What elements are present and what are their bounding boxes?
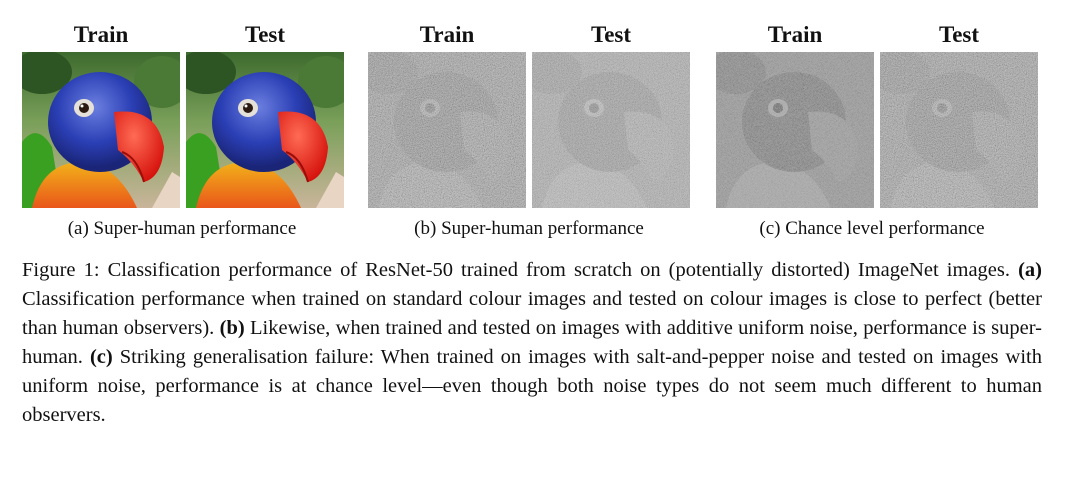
caption-text-c: Striking generalisation failure: When tr… [22, 346, 1043, 426]
subcaption-a: (a) Super-human performance [67, 218, 297, 239]
train-heading-b: Train [419, 22, 475, 47]
train-heading-c: Train [767, 22, 823, 47]
caption-text-b: Likewise, when trained and tested on ima… [22, 317, 1042, 368]
train-heading-a: Train [73, 22, 129, 47]
train-image-uniform-noise [368, 52, 526, 208]
train-image-colour [22, 52, 180, 208]
subcaption-b: (b) Super-human performance [414, 218, 644, 239]
caption-label-a: (a) [1018, 259, 1042, 281]
caption-prefix: Figure 1: Classification performance of … [22, 259, 1019, 281]
test-heading-a: Test [244, 22, 286, 47]
panel-a: Train Test (a) Super-human performance [22, 18, 362, 239]
test-image-uniform-noise [532, 52, 690, 208]
train-image-salt-pepper-noise [716, 52, 874, 208]
test-image-uniform-noise-c [880, 52, 1038, 208]
figure-caption: Figure 1: Classification performance of … [22, 256, 1042, 430]
panel-c: Train Test (c) Chance level performance [716, 18, 1056, 239]
test-image-colour [186, 52, 344, 208]
test-heading-b: Test [590, 22, 632, 47]
caption-label-c: (c) [89, 346, 113, 368]
caption-text-a: Classification performance when trained … [22, 288, 1042, 339]
subcaption-c: (c) Chance level performance [759, 218, 985, 239]
test-heading-c: Test [938, 22, 980, 47]
caption-label-b: (b) [219, 317, 245, 339]
panel-b: Train Test (b) Super-human performance [368, 18, 708, 239]
